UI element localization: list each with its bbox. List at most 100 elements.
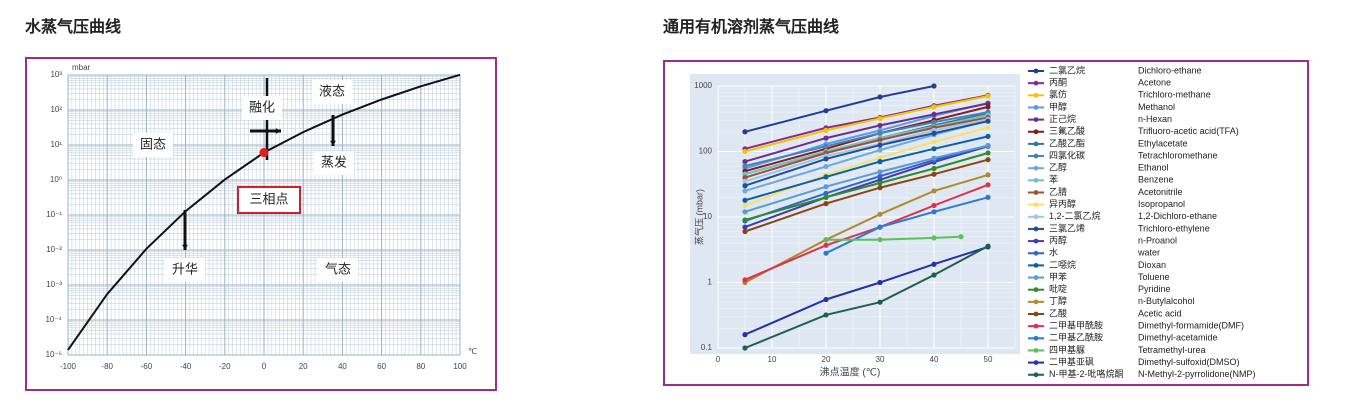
legend-marker [1033, 141, 1039, 147]
legend-marker [1033, 250, 1039, 256]
legend-label: Dichloro-ethane [1138, 65, 1202, 75]
legend-label: 二氯乙烷 [1049, 64, 1085, 75]
legend-label: Acetic acid [1138, 308, 1182, 318]
annotation: 升华 [172, 261, 198, 276]
legend-label: Dimethyl-acetamide [1138, 333, 1218, 343]
data-point [742, 224, 748, 230]
legend-label: N-甲基-2-吡咯烷酮 [1049, 368, 1124, 379]
legend-label: Pyridine [1138, 284, 1171, 294]
x-tick-label: 100 [453, 362, 467, 371]
annotation: 固态 [140, 136, 166, 151]
legend-label: 乙酸乙酯 [1049, 138, 1085, 148]
data-point [823, 190, 829, 196]
y-tick-label: 0.1 [701, 343, 713, 352]
data-point [985, 243, 991, 249]
data-point [877, 147, 883, 153]
arrow-head [330, 140, 336, 146]
legend-marker [1033, 129, 1039, 135]
legend-marker [1033, 177, 1039, 183]
legend-label: Acetone [1138, 78, 1171, 88]
legend-label: 甲醇 [1049, 101, 1067, 112]
data-point [931, 202, 937, 209]
y-tick-label: 10⁻² [46, 245, 62, 254]
annotation: 液态 [319, 83, 345, 98]
data-point [931, 209, 937, 215]
legend-label: Dimethyl-sulfoxid(DMSO) [1138, 357, 1240, 367]
data-point [823, 108, 829, 114]
legend-label: N-Methyl-2-pyrrolidone(NMP) [1138, 369, 1256, 379]
data-point [742, 202, 748, 209]
legend-marker [1033, 153, 1039, 159]
legend-label: 正己烷 [1049, 113, 1076, 124]
data-point [985, 93, 991, 99]
legend-marker [1033, 348, 1039, 353]
legend-marker [1033, 299, 1039, 305]
legend-label: 二甲基亚砜 [1049, 356, 1094, 367]
legend-label: 乙腈 [1049, 186, 1067, 197]
data-point [877, 180, 883, 186]
data-point [931, 188, 937, 194]
x-axis-label: 沸点温度 (℃) [820, 366, 881, 379]
data-point [742, 332, 748, 338]
legend-label: Acetonitrile [1138, 187, 1183, 197]
legend-label: Dimethyl-formamide(DMF) [1138, 321, 1244, 331]
legend-label: 甲苯 [1049, 271, 1067, 282]
legend-label: n-Butylalcohol [1138, 296, 1195, 306]
data-point [823, 250, 829, 256]
data-point [742, 178, 748, 184]
legend-label: Trichloro-methane [1138, 90, 1211, 100]
data-point [931, 272, 937, 278]
annotation-box [133, 133, 173, 157]
data-point [985, 150, 991, 156]
data-point [877, 211, 883, 217]
legend-marker [1033, 360, 1039, 365]
legend-label: 1,2-Dichloro-ethane [1138, 211, 1217, 221]
data-point [985, 172, 991, 178]
legend-label: 氯仿 [1049, 89, 1067, 100]
data-point [742, 183, 748, 189]
x-tick-label: 80 [416, 362, 425, 371]
legend-label: 1,2-二氯乙烷 [1049, 210, 1101, 221]
data-point [742, 148, 748, 155]
legend-label: 二噁烷 [1049, 259, 1076, 270]
data-point [877, 137, 883, 143]
legend-label: Trichloro-ethylene [1138, 223, 1210, 233]
annotation-box [237, 186, 301, 214]
annotation-box [242, 96, 282, 120]
legend-marker [1033, 165, 1039, 171]
data-point [877, 94, 883, 100]
y-tick-label: 10⁻⁵ [46, 350, 62, 359]
x-tick-label: 40 [338, 362, 347, 371]
legend-marker [1033, 335, 1039, 341]
y-tick-label: 10¹ [50, 140, 62, 149]
x-tick-label: 0 [716, 355, 721, 364]
x-tick-label: 50 [984, 355, 993, 364]
legend-label: Methanol [1138, 102, 1175, 112]
legend-marker [1033, 263, 1039, 268]
legend-marker [1033, 80, 1039, 86]
data-point [823, 237, 829, 243]
y-tick-label: 100 [699, 147, 713, 156]
legend-marker [1033, 275, 1039, 280]
data-point [823, 174, 829, 180]
data-point [823, 312, 829, 318]
arrow-head [275, 128, 281, 134]
data-point [985, 133, 991, 140]
legend-marker [1033, 311, 1039, 317]
data-point [877, 159, 883, 165]
legend-label: 水 [1049, 247, 1058, 258]
y-tick-label: 10³ [50, 70, 62, 79]
arrow-head [182, 244, 188, 250]
data-point [931, 261, 937, 267]
data-point [823, 201, 829, 207]
data-line [826, 235, 962, 241]
x-tick-label: 20 [299, 362, 308, 371]
data-point [877, 130, 883, 136]
data-point [985, 143, 991, 149]
data-point [877, 185, 883, 191]
legend-marker [1033, 105, 1039, 110]
legend-marker [1033, 202, 1039, 208]
y-tick-label: 1 [708, 278, 713, 287]
data-point [931, 155, 937, 161]
data-point [823, 143, 829, 149]
